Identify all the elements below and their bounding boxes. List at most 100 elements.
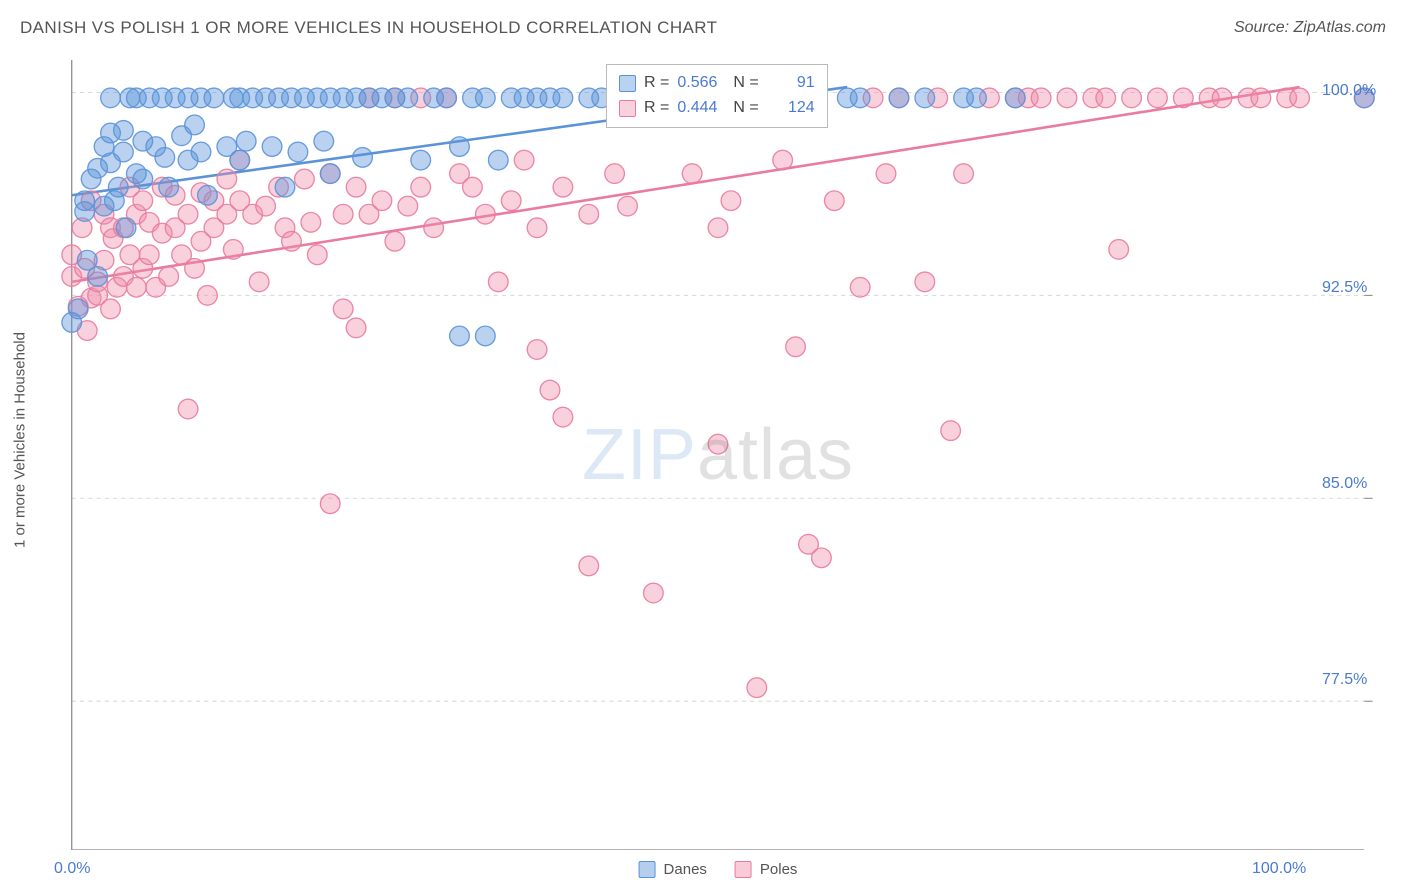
scatter-point bbox=[812, 548, 832, 568]
scatter-point bbox=[553, 177, 573, 197]
legend-swatch bbox=[639, 861, 656, 878]
scatter-point bbox=[786, 337, 806, 357]
scatter-point bbox=[1109, 240, 1129, 260]
scatter-point bbox=[527, 218, 547, 238]
scatter-point bbox=[540, 380, 560, 400]
scatter-point bbox=[708, 218, 728, 238]
scatter-point bbox=[424, 218, 444, 238]
stats-n-label: N = bbox=[733, 71, 758, 96]
scatter-point bbox=[1005, 88, 1025, 108]
scatter-point bbox=[398, 88, 418, 108]
scatter-point bbox=[708, 434, 728, 454]
scatter-point bbox=[320, 494, 340, 514]
scatter-point bbox=[889, 88, 909, 108]
scatter-point bbox=[114, 121, 134, 141]
scatter-point bbox=[1096, 88, 1116, 108]
scatter-point bbox=[295, 169, 315, 189]
scatter-point bbox=[108, 177, 128, 197]
scatter-point bbox=[1122, 88, 1142, 108]
scatter-point bbox=[75, 191, 95, 211]
stats-n-value: 124 bbox=[767, 96, 815, 121]
scatter-point bbox=[133, 169, 153, 189]
scatter-point bbox=[230, 150, 250, 170]
scatter-point bbox=[139, 245, 159, 265]
y-axis-label: 1 or more Vehicles in Household bbox=[12, 332, 29, 548]
stats-swatch bbox=[619, 75, 636, 92]
scatter-point bbox=[398, 196, 418, 216]
scatter-point bbox=[88, 267, 108, 287]
stats-r-label: R = bbox=[644, 71, 669, 96]
scatter-point bbox=[476, 88, 496, 108]
scatter-point bbox=[155, 148, 175, 168]
legend-swatch bbox=[735, 861, 752, 878]
scatter-point bbox=[850, 88, 870, 108]
legend-label: Poles bbox=[760, 861, 798, 878]
scatter-point bbox=[301, 213, 321, 233]
scatter-point bbox=[346, 177, 366, 197]
scatter-point bbox=[579, 556, 599, 576]
legend-label: Danes bbox=[664, 861, 707, 878]
scatter-point bbox=[262, 137, 282, 157]
scatter-point bbox=[101, 88, 121, 108]
scatter-point bbox=[178, 399, 198, 419]
scatter-point bbox=[1251, 88, 1271, 108]
legend-item: Poles bbox=[735, 861, 798, 878]
scatter-point bbox=[450, 326, 470, 346]
scatter-point bbox=[501, 191, 521, 211]
chart-area: ZIPatlas 100.0%92.5%85.0%77.5% 0.0%100.0… bbox=[58, 60, 1378, 850]
scatter-point bbox=[618, 196, 638, 216]
scatter-point bbox=[1031, 88, 1051, 108]
scatter-point bbox=[223, 240, 243, 260]
scatter-point bbox=[476, 204, 496, 224]
scatter-point bbox=[527, 340, 547, 360]
scatter-point bbox=[721, 191, 741, 211]
scatter-point bbox=[288, 142, 308, 162]
scatter-point bbox=[133, 191, 153, 211]
scatter-point bbox=[876, 164, 896, 184]
source-attribution: Source: ZipAtlas.com bbox=[1234, 19, 1386, 37]
y-tick-label: 77.5% bbox=[1308, 671, 1367, 689]
scatter-point bbox=[1212, 88, 1232, 108]
scatter-point bbox=[941, 421, 961, 441]
scatter-point bbox=[159, 267, 179, 287]
scatter-point bbox=[411, 150, 431, 170]
scatter-point bbox=[114, 142, 134, 162]
scatter-plot bbox=[58, 60, 1378, 850]
scatter-point bbox=[915, 88, 935, 108]
scatter-point bbox=[185, 258, 205, 278]
stats-n-value: 91 bbox=[767, 71, 815, 96]
x-tick-label: 0.0% bbox=[54, 860, 90, 878]
scatter-point bbox=[178, 204, 198, 224]
scatter-point bbox=[553, 407, 573, 427]
stats-n-label: N = bbox=[733, 96, 758, 121]
scatter-point bbox=[850, 277, 870, 297]
y-tick-label: 100.0% bbox=[1308, 82, 1376, 100]
scatter-point bbox=[747, 678, 767, 698]
scatter-point bbox=[1290, 88, 1310, 108]
scatter-point bbox=[644, 583, 664, 603]
scatter-point bbox=[915, 272, 935, 292]
scatter-point bbox=[236, 131, 256, 151]
scatter-point bbox=[488, 272, 508, 292]
scatter-point bbox=[127, 277, 147, 297]
scatter-point bbox=[437, 88, 457, 108]
scatter-point bbox=[101, 299, 121, 319]
y-tick-label: 92.5% bbox=[1308, 279, 1367, 297]
stats-row: R =0.566N =91 bbox=[619, 71, 815, 96]
legend: Danes Poles bbox=[639, 861, 798, 878]
scatter-point bbox=[488, 150, 508, 170]
scatter-point bbox=[1173, 88, 1193, 108]
scatter-point bbox=[825, 191, 845, 211]
scatter-point bbox=[605, 164, 625, 184]
scatter-point bbox=[476, 326, 496, 346]
scatter-point bbox=[320, 164, 340, 184]
scatter-point bbox=[256, 196, 276, 216]
scatter-point bbox=[217, 169, 237, 189]
stats-box: R =0.566N =91R =0.444N =124 bbox=[606, 64, 828, 128]
scatter-point bbox=[1148, 88, 1168, 108]
scatter-point bbox=[353, 148, 373, 168]
scatter-point bbox=[314, 131, 334, 151]
legend-item: Danes bbox=[639, 861, 707, 878]
scatter-point bbox=[385, 231, 405, 251]
scatter-point bbox=[372, 191, 392, 211]
